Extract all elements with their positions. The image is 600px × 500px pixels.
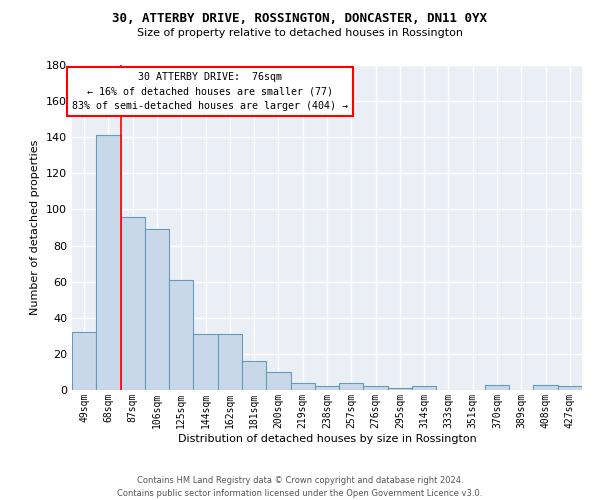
Text: Contains HM Land Registry data © Crown copyright and database right 2024.
Contai: Contains HM Land Registry data © Crown c… [118, 476, 482, 498]
Bar [533, 384, 558, 390]
X-axis label: Distribution of detached houses by size in Rossington: Distribution of detached houses by size … [178, 434, 476, 444]
Text: 30, ATTERBY DRIVE, ROSSINGTON, DONCASTER, DN11 0YX: 30, ATTERBY DRIVE, ROSSINGTON, DONCASTER… [113, 12, 487, 26]
Bar [290, 383, 315, 390]
Text: 30 ATTERBY DRIVE:  76sqm
← 16% of detached houses are smaller (77)
83% of semi-d: 30 ATTERBY DRIVE: 76sqm ← 16% of detache… [72, 72, 348, 111]
Bar [364, 386, 388, 390]
Bar [218, 334, 242, 390]
Bar [266, 372, 290, 390]
Bar [72, 332, 96, 390]
Bar [169, 280, 193, 390]
Bar [485, 384, 509, 390]
Bar [242, 361, 266, 390]
Y-axis label: Number of detached properties: Number of detached properties [31, 140, 40, 315]
Bar [145, 230, 169, 390]
Bar [121, 216, 145, 390]
Bar [315, 386, 339, 390]
Bar [339, 383, 364, 390]
Bar [193, 334, 218, 390]
Bar [96, 136, 121, 390]
Bar [412, 386, 436, 390]
Bar [558, 386, 582, 390]
Bar [388, 388, 412, 390]
Text: Size of property relative to detached houses in Rossington: Size of property relative to detached ho… [137, 28, 463, 38]
